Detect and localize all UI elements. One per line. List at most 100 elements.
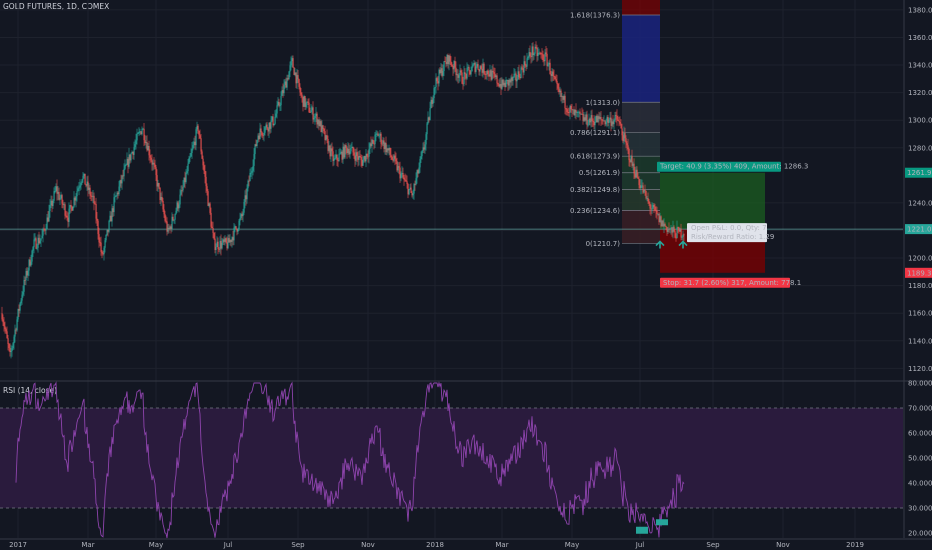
candle-body	[256, 140, 258, 147]
candle-body	[82, 175, 84, 180]
candle-body	[271, 116, 273, 121]
candle-body	[157, 183, 159, 187]
candle-body	[226, 242, 228, 249]
candle-body	[282, 90, 284, 94]
candle-body	[359, 156, 361, 158]
candle-body	[625, 138, 627, 144]
candle-body	[246, 188, 248, 200]
fib-level-label: 0.5(1261.9)	[579, 169, 620, 177]
candle-body	[159, 187, 161, 200]
candle-body	[96, 218, 98, 221]
candle-body	[362, 159, 364, 166]
candle-body	[314, 116, 316, 119]
candle-body	[228, 238, 230, 243]
candle-body	[609, 117, 611, 120]
candle-body	[641, 185, 643, 187]
candle-body	[408, 189, 410, 195]
candle-body	[668, 228, 670, 230]
candle-body	[66, 215, 68, 218]
candle-body	[302, 96, 304, 107]
candle-body	[337, 160, 339, 162]
candle-body	[490, 70, 492, 80]
candle-body	[318, 119, 320, 126]
candle-body	[619, 121, 621, 124]
candle-body	[410, 187, 412, 193]
candle-body	[589, 118, 591, 123]
candle-body	[576, 111, 578, 113]
candle-body	[511, 77, 513, 81]
candle-body	[321, 125, 323, 133]
candle-body	[450, 61, 452, 66]
candle-body	[550, 74, 552, 77]
candle-body	[476, 64, 478, 67]
candle-body	[220, 240, 222, 249]
candle-body	[99, 242, 101, 244]
time-tick-label: Mar	[495, 541, 508, 549]
candle-body	[120, 180, 122, 184]
candle-body	[64, 204, 66, 216]
candle-body	[442, 71, 444, 76]
candle-body	[41, 235, 43, 239]
candle-body	[415, 178, 417, 185]
candle-body	[489, 70, 491, 77]
candle-body	[230, 239, 232, 242]
candle-body	[173, 219, 175, 221]
candle-body	[32, 247, 34, 251]
candle-body	[158, 183, 160, 188]
fib-level-label: 1.618(1376.3)	[570, 11, 620, 19]
candle-body	[623, 133, 625, 142]
candle-body	[155, 167, 157, 176]
candle-body	[217, 241, 219, 250]
candle-body	[98, 234, 100, 243]
candle-body	[404, 179, 406, 181]
candle-body	[369, 143, 371, 149]
candle-body	[496, 75, 498, 84]
candle-body	[89, 187, 91, 196]
candle-body	[195, 129, 197, 146]
candle-body	[478, 69, 480, 72]
candle-body	[376, 133, 378, 135]
candle-body	[307, 101, 309, 103]
candle-body	[223, 239, 225, 242]
candle-body	[93, 195, 95, 204]
candle-body	[50, 200, 52, 206]
candle-body	[276, 105, 278, 114]
candle-body	[470, 71, 472, 75]
candle-body	[417, 170, 419, 174]
candle-body	[554, 76, 556, 80]
candle-body	[674, 231, 676, 238]
candle-body	[593, 121, 595, 126]
rsi-tick-label: 80.0000	[908, 380, 932, 388]
target-price-tag: 1261.9	[907, 169, 932, 177]
candle-body	[523, 61, 525, 73]
candle-body	[605, 121, 607, 125]
candle-body	[138, 131, 140, 134]
candle-body	[105, 234, 107, 241]
candle-body	[202, 158, 204, 166]
candle-body	[592, 120, 594, 122]
candle-body	[70, 205, 72, 207]
candle-body	[169, 226, 171, 230]
candle-body	[419, 158, 421, 168]
candle-body	[455, 67, 457, 76]
candle-body	[71, 206, 73, 211]
candle-body	[292, 58, 294, 68]
candle-body	[647, 198, 649, 202]
candle-body	[236, 228, 238, 232]
candle-body	[232, 237, 234, 241]
time-tick-label: Nov	[776, 541, 790, 549]
candle-body	[448, 55, 450, 65]
candle-body	[62, 203, 64, 205]
candle-body	[586, 114, 588, 126]
candle-body	[365, 153, 367, 162]
candle-body	[542, 54, 544, 61]
candle-body	[7, 338, 9, 345]
rsi-flag-marker	[656, 519, 668, 526]
candle-body	[304, 96, 306, 107]
candle-body	[22, 291, 24, 295]
candle-body	[467, 67, 469, 68]
candle-body	[447, 54, 449, 65]
candle-body	[317, 119, 319, 125]
candle-body	[480, 66, 482, 69]
